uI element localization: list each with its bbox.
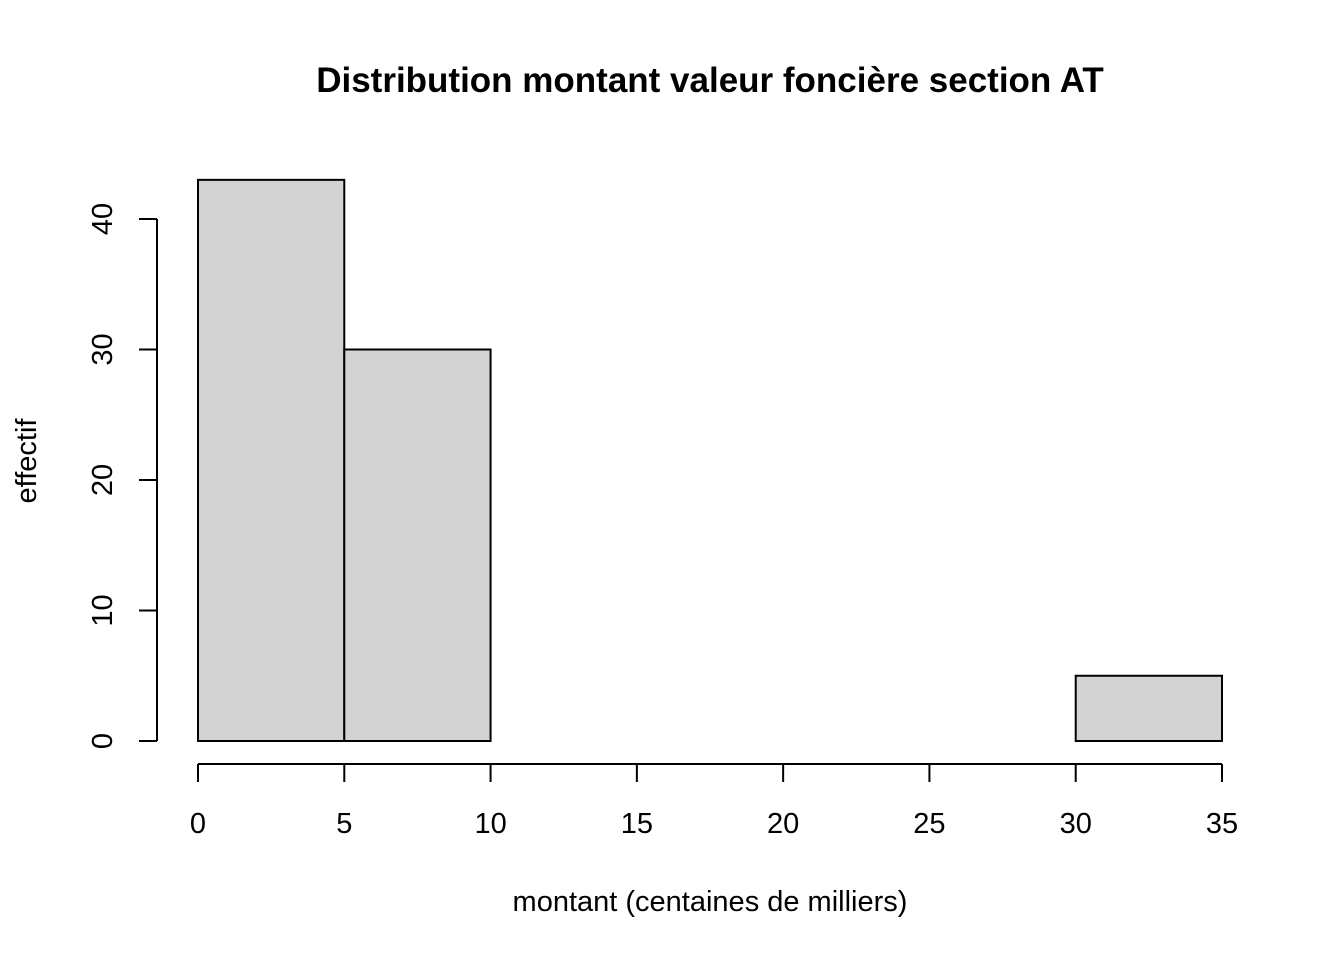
x-tick-label: 20	[767, 808, 799, 840]
x-tick-label: 35	[1206, 808, 1238, 840]
x-tick-label: 30	[1060, 808, 1092, 840]
x-tick-label: 5	[336, 808, 352, 840]
x-tick-label: 15	[621, 808, 653, 840]
x-tick-label: 25	[913, 808, 945, 840]
histogram-bar-0	[197, 178, 346, 743]
y-tick-label: 10	[87, 594, 119, 626]
y-tick-label: 40	[87, 203, 119, 235]
y-tick-label: 30	[87, 333, 119, 365]
y-tick-label: 20	[87, 464, 119, 496]
x-axis-label: montant (centaines de milliers)	[513, 886, 908, 918]
histogram-bar-6	[1074, 674, 1223, 742]
x-tick-label: 10	[474, 808, 506, 840]
x-axis: 0 5 10 15 20 25 30 35	[190, 763, 1238, 840]
bars-group	[197, 178, 1223, 743]
histogram-bar-1	[343, 348, 492, 742]
y-axis-label: effectif	[11, 418, 43, 504]
x-tick-label: 0	[190, 808, 206, 840]
chart-title: Distribution montant valeur foncière sec…	[316, 61, 1104, 100]
y-tick-label: 0	[87, 733, 119, 749]
y-axis: 0 10 20 30 40	[87, 203, 158, 749]
